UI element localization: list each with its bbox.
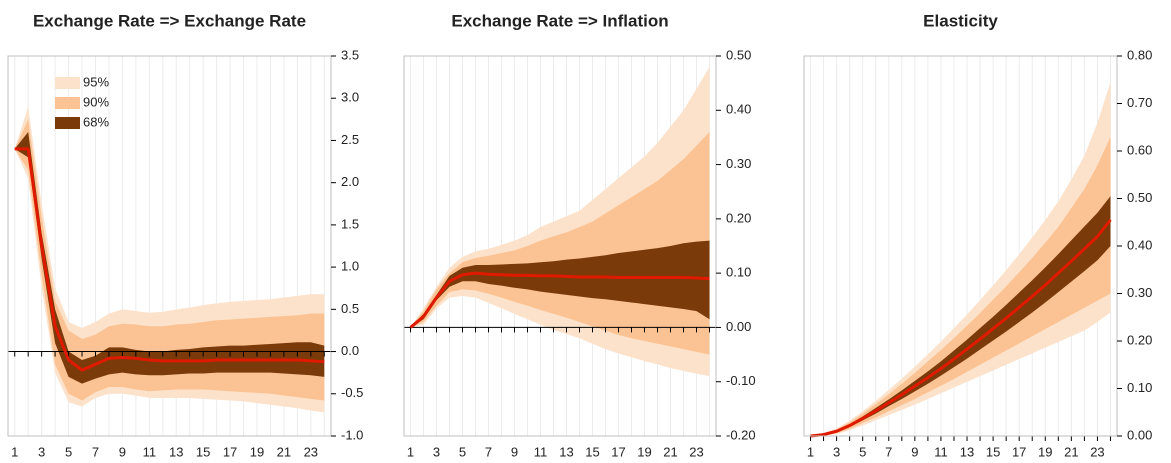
x-tick-label: 23: [689, 444, 703, 459]
y-tick-label: 0.50: [1127, 190, 1152, 205]
y-tick-label: 0.40: [726, 102, 751, 117]
legend-label: 90%: [83, 94, 109, 109]
band-area: [810, 82, 1111, 436]
plot-frame: [403, 55, 717, 437]
x-tick-label: 9: [911, 444, 918, 459]
x-tick-label: 15: [986, 444, 1000, 459]
x-tick-label: 5: [65, 444, 72, 459]
x-tick-label: 7: [885, 444, 892, 459]
x-tick-label: 17: [223, 444, 237, 459]
x-tick-label: 21: [277, 444, 291, 459]
x-tick-label: 9: [119, 444, 126, 459]
x-tick-label: 1: [11, 444, 18, 459]
y-tick-label: 0.10: [1127, 380, 1152, 395]
y-tick-label: 0.30: [726, 156, 751, 171]
y-tick-label: 0.20: [726, 210, 751, 225]
x-tick-label: 13: [960, 444, 974, 459]
median-line: [409, 271, 710, 329]
plot-frame: [7, 55, 332, 437]
x-tick-label: 23: [1090, 444, 1104, 459]
band-area: [14, 132, 325, 384]
y-tick-label: 0.00: [1127, 427, 1152, 442]
y-tick-label: 0.60: [1127, 142, 1152, 157]
median-line: [810, 218, 1112, 438]
band-area: [14, 119, 325, 401]
y-tick-label: 0.30: [1127, 285, 1152, 300]
band-area: [810, 136, 1111, 436]
y-tick-label: 0.5: [341, 301, 359, 316]
y-tick-label: 0.0: [341, 343, 359, 358]
y-tick-label: 0.40: [1127, 237, 1152, 252]
y-tick-label: 1.0: [341, 259, 359, 274]
legend-swatch: [55, 117, 80, 129]
x-tick-label: 19: [637, 444, 651, 459]
x-tick-label: 11: [143, 444, 157, 459]
x-tick-label: 5: [459, 444, 466, 459]
y-tick-label: 3.5: [341, 47, 359, 62]
x-tick-label: 5: [859, 444, 866, 459]
x-tick-label: 1: [407, 444, 414, 459]
x-tick-label: 3: [433, 444, 440, 459]
y-tick-label: -0.20: [726, 427, 756, 442]
y-tick-label: 3.0: [341, 90, 359, 105]
y-tick-label: 0.10: [726, 265, 751, 280]
x-tick-label: 21: [663, 444, 677, 459]
legend-label: 68%: [83, 114, 109, 129]
x-tick-label: 1: [807, 444, 814, 459]
x-tick-label: 13: [169, 444, 183, 459]
y-tick-label: 0.50: [726, 47, 751, 62]
x-tick-label: 17: [1012, 444, 1026, 459]
y-tick-label: -0.10: [726, 373, 756, 388]
band-area: [410, 240, 710, 328]
x-tick-label: 13: [559, 444, 573, 459]
median-line: [14, 147, 325, 372]
x-tick-label: 7: [92, 444, 99, 459]
legend-swatch: [55, 97, 80, 109]
x-tick-label: 7: [485, 444, 492, 459]
x-tick-label: 9: [511, 444, 518, 459]
y-tick-label: 2.0: [341, 174, 359, 189]
x-tick-label: 11: [534, 444, 548, 459]
x-tick-label: 21: [1064, 444, 1078, 459]
y-tick-label: 0.70: [1127, 95, 1152, 110]
x-tick-label: 19: [1038, 444, 1052, 459]
y-tick-label: 0.20: [1127, 332, 1152, 347]
chart-title: Exchange Rate => Inflation: [451, 11, 668, 30]
y-tick-label: -0.5: [341, 385, 363, 400]
y-tick-label: 0.80: [1127, 47, 1152, 62]
x-tick-label: 15: [196, 444, 210, 459]
y-tick-label: 2.5: [341, 132, 359, 147]
chart-title: Elasticity: [923, 11, 998, 30]
y-tick-label: 0.00: [726, 319, 751, 334]
x-tick-label: 15: [585, 444, 599, 459]
y-tick-label: 1.5: [341, 216, 359, 231]
y-tick-label: -1.0: [341, 427, 363, 442]
x-tick-label: 3: [833, 444, 840, 459]
x-tick-label: 11: [934, 444, 948, 459]
x-tick-label: 19: [250, 444, 264, 459]
x-tick-label: 17: [611, 444, 625, 459]
legend-label: 95%: [83, 74, 109, 89]
legend-swatch: [55, 77, 80, 89]
chart-title: Exchange Rate => Exchange Rate: [33, 11, 306, 30]
x-tick-label: 3: [38, 444, 45, 459]
x-tick-label: 23: [304, 444, 318, 459]
